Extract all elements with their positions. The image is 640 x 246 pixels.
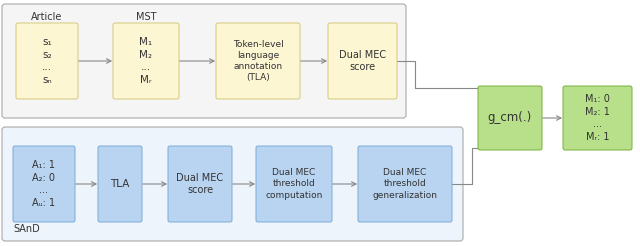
Text: M₁
M₂
...
Mᵣ: M₁ M₂ ... Mᵣ bbox=[140, 37, 152, 85]
Text: A₁: 1
A₂: 0
...
Aᵤ: 1: A₁: 1 A₂: 0 ... Aᵤ: 1 bbox=[33, 160, 56, 208]
Text: TLA: TLA bbox=[110, 179, 130, 189]
Text: MST: MST bbox=[136, 12, 156, 22]
FancyBboxPatch shape bbox=[256, 146, 332, 222]
FancyBboxPatch shape bbox=[328, 23, 397, 99]
FancyBboxPatch shape bbox=[2, 4, 406, 118]
FancyBboxPatch shape bbox=[358, 146, 452, 222]
FancyBboxPatch shape bbox=[16, 23, 78, 99]
FancyBboxPatch shape bbox=[216, 23, 300, 99]
Text: Dual MEC
score: Dual MEC score bbox=[339, 50, 386, 72]
Text: Dual MEC
score: Dual MEC score bbox=[177, 173, 223, 195]
FancyBboxPatch shape bbox=[2, 127, 463, 241]
FancyBboxPatch shape bbox=[13, 146, 75, 222]
FancyBboxPatch shape bbox=[168, 146, 232, 222]
Text: Article: Article bbox=[31, 12, 63, 22]
Text: SAnD: SAnD bbox=[13, 224, 40, 234]
Text: Token-level
language
annotation
(TLA): Token-level language annotation (TLA) bbox=[232, 40, 284, 82]
Text: Dual MEC
threshold
computation: Dual MEC threshold computation bbox=[266, 169, 323, 200]
Text: Dual MEC
threshold
generalization: Dual MEC threshold generalization bbox=[372, 169, 438, 200]
Text: g_cm(.): g_cm(.) bbox=[488, 111, 532, 124]
FancyBboxPatch shape bbox=[98, 146, 142, 222]
FancyBboxPatch shape bbox=[113, 23, 179, 99]
FancyBboxPatch shape bbox=[478, 86, 542, 150]
FancyBboxPatch shape bbox=[563, 86, 632, 150]
Text: s₁
s₂
...
sₙ: s₁ s₂ ... sₙ bbox=[42, 37, 52, 85]
Text: M₁: 0
M₂: 1
...
Mᵣ: 1: M₁: 0 M₂: 1 ... Mᵣ: 1 bbox=[585, 94, 610, 142]
